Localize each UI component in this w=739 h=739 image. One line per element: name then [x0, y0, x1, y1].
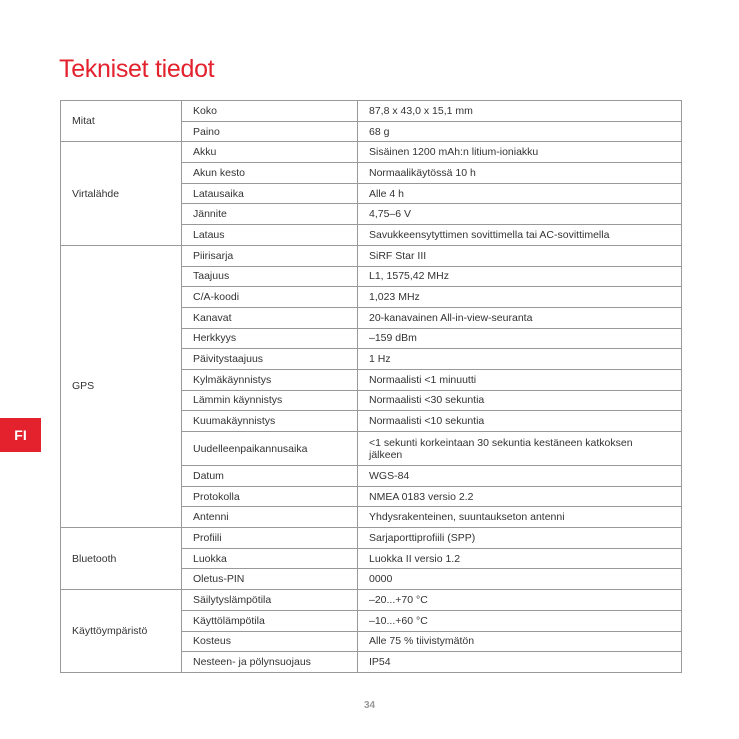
page-title: Tekniset tiedot	[59, 55, 215, 83]
spec-key: Datum	[181, 465, 358, 487]
table-row: Antenni Yhdysrakenteinen, suuntaukseton a…	[61, 506, 682, 529]
table-row: Lataus Savukkeensytyttimen sovittimella t…	[61, 224, 682, 246]
spec-value: Normaalikäytössä 10 h	[357, 162, 682, 184]
spec-key: Protokolla	[181, 485, 358, 508]
spec-key: Nesteen- ja pölynsuojaus	[181, 651, 358, 673]
spec-value: IP54	[357, 651, 682, 673]
spec-key: Herkkyys	[181, 327, 358, 350]
group-label: GPS	[60, 244, 182, 529]
spec-value: 4,75–6 V	[357, 203, 682, 226]
spec-value: Savukkeensytyttimen sovittimella tai AC-…	[357, 224, 682, 246]
spec-value: 1 Hz	[357, 348, 682, 370]
table-row: Lämmin käynnistys Normaalisti <30 sekunti…	[61, 389, 682, 412]
spec-key: Uudelleenpaikannusaika	[181, 431, 358, 466]
spec-key: Antenni	[181, 506, 358, 529]
spec-value: Normaalisti <10 sekuntia	[357, 410, 682, 432]
table-row: Uudelleenpaikannusaika <1 sekunti korkein…	[61, 431, 682, 466]
spec-key: Piirisarja	[181, 244, 358, 267]
spec-key: Akun kesto	[181, 162, 358, 184]
spec-key: Kosteus	[181, 630, 358, 653]
spec-value: <1 sekunti korkeintaan 30 sekuntia kestä…	[357, 431, 682, 466]
spec-key: Kylmäkäynnistys	[181, 368, 358, 391]
spec-value: WGS-84	[357, 465, 682, 487]
spec-key: Akku	[181, 141, 358, 164]
spec-key: Jännite	[181, 203, 358, 226]
spec-value: –159 dBm	[357, 327, 682, 350]
spec-value: 68 g	[357, 120, 682, 143]
table-row: Paino 68 g	[61, 120, 682, 143]
spec-key: C/A-koodi	[181, 286, 358, 308]
table-row: Taajuus L1, 1575,42 MHz	[61, 265, 682, 288]
table-row: Oletus-PIN 0000	[61, 568, 682, 591]
spec-value: Normaalisti <30 sekuntia	[357, 389, 682, 412]
table-row: Kanavat 20-kanavainen All-in-view-seurant…	[61, 306, 682, 329]
spec-value: 1,023 MHz	[357, 286, 682, 308]
page-number: 34	[363, 700, 376, 711]
group-label: Mitat	[60, 99, 182, 143]
table-row: Kylmäkäynnistys Normaalisti <1 minuutti	[61, 368, 682, 391]
spec-key: Profiili	[181, 527, 358, 549]
table-row: Herkkyys –159 dBm	[61, 327, 682, 350]
table-row: Jännite 4,75–6 V	[61, 203, 682, 226]
table-row: Bluetooth Profiili Sarjaporttiprofiili (SP…	[60, 527, 682, 591]
spec-key: Luokka	[181, 547, 358, 570]
table-row: Nesteen- ja pölynsuojaus IP54	[61, 651, 682, 673]
table-row: Mitat Koko 87,8 x 43,0 x 15,1 mm	[60, 99, 682, 143]
spec-key: Oletus-PIN	[181, 568, 358, 591]
spec-key: Kanavat	[181, 306, 358, 329]
spec-value: SiRF Star III	[357, 244, 682, 267]
table-row: Protokolla NMEA 0183 versio 2.2	[61, 485, 682, 508]
spec-value: Sarjaporttiprofiili (SPP)	[357, 527, 682, 549]
spec-value: –10...+60 °C	[357, 609, 682, 632]
spec-key: Paino	[181, 120, 358, 143]
spec-key: Päivitystaajuus	[181, 348, 358, 370]
table-row: Luokka Luokka II versio 1.2	[61, 547, 682, 570]
group-label: Käyttöympäristö	[60, 589, 182, 673]
spec-value: 0000	[357, 568, 682, 591]
table-row: Kosteus Alle 75 % tiivistymätön	[61, 630, 682, 653]
table-row: Virtalähde Akku Sisäinen 1200 mAh:n litium…	[60, 141, 682, 246]
table-row: GPS Piirisarja SiRF Star III	[60, 244, 682, 529]
spec-value: Luokka II versio 1.2	[357, 547, 682, 570]
spec-key: Latausaika	[181, 182, 358, 205]
spec-value: L1, 1575,42 MHz	[357, 265, 682, 288]
spec-value: Alle 4 h	[357, 182, 682, 205]
group-label: Virtalähde	[60, 141, 182, 246]
spec-value: Normaalisti <1 minuutti	[357, 368, 682, 391]
group-label: Bluetooth	[60, 527, 182, 591]
table-row: Käyttöympäristö Säilytyslämpötila –20...+7…	[60, 589, 682, 673]
spec-value: Yhdysrakenteinen, suuntaukseton antenni	[357, 506, 682, 529]
spec-value: 20-kanavainen All-in-view-seuranta	[357, 306, 682, 329]
spec-value: Sisäinen 1200 mAh:n litium-ioniakku	[357, 141, 682, 164]
spec-value: 87,8 x 43,0 x 15,1 mm	[357, 100, 682, 122]
spec-key: Säilytyslämpötila	[181, 589, 358, 611]
language-tab: FI	[0, 418, 41, 452]
spec-key: Käyttölämpötila	[181, 609, 358, 632]
spec-key: Lämmin käynnistys	[181, 389, 358, 412]
spec-key: Kuumakäynnistys	[181, 410, 358, 432]
spec-value: –20...+70 °C	[357, 589, 682, 611]
spec-key: Taajuus	[181, 265, 358, 288]
spec-key: Lataus	[181, 224, 358, 246]
spec-key: Koko	[181, 100, 358, 122]
spec-value: Alle 75 % tiivistymätön	[357, 630, 682, 653]
spec-value: NMEA 0183 versio 2.2	[357, 485, 682, 508]
table-row: Akun kesto Normaalikäytössä 10 h	[61, 162, 682, 184]
